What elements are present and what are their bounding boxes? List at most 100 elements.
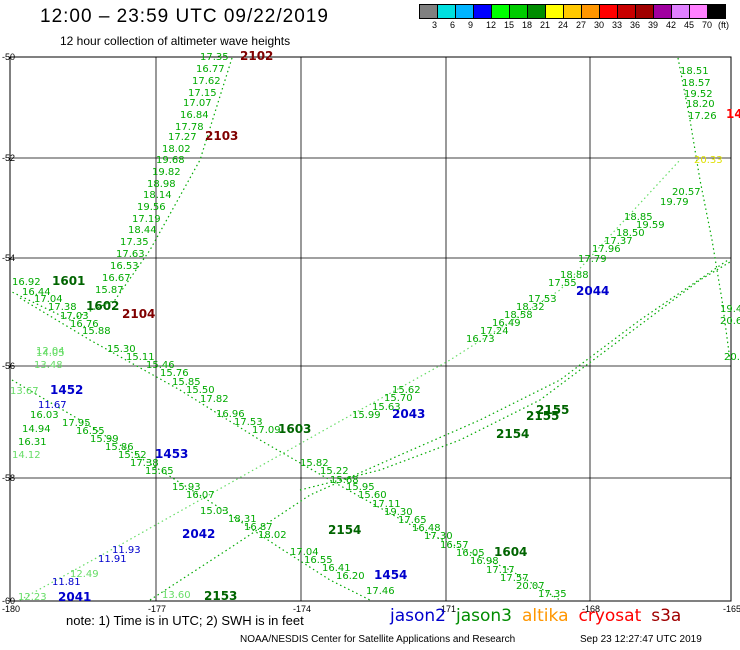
satellite-track bbox=[19, 297, 561, 601]
wave-height-value: 15.03 bbox=[200, 506, 229, 517]
wave-height-value: 16.87 bbox=[244, 522, 273, 533]
wave-height-value: 17.30 bbox=[424, 531, 453, 542]
wave-height-value: 17.82 bbox=[200, 394, 229, 405]
pass-time-label: 2153 bbox=[204, 589, 237, 603]
wave-height-value: 17.79 bbox=[578, 254, 607, 265]
footer-note: note: 1) Time is in UTC; 2) SWH is in fe… bbox=[66, 613, 304, 628]
lon-tick-label: -174 bbox=[293, 604, 311, 614]
wave-height-value: 17.38 bbox=[130, 458, 159, 469]
pass-time-label: 1453 bbox=[155, 447, 188, 461]
wave-height-value: 13.48 bbox=[34, 360, 63, 371]
legend-label: 33 bbox=[612, 20, 623, 30]
wave-height-value: 17.03 bbox=[60, 311, 89, 322]
wave-height-value: 17.15 bbox=[188, 88, 217, 99]
wave-height-value: 18.88 bbox=[560, 270, 589, 281]
lat-tick-label: -60 bbox=[2, 596, 15, 606]
satellite-tracks bbox=[11, 57, 731, 601]
pass-time-label: 1454 bbox=[374, 568, 407, 582]
wave-height-value: 15.60 bbox=[358, 490, 387, 501]
wave-height-value: 13.67 bbox=[10, 386, 39, 397]
wave-height-value: 19.30 bbox=[384, 507, 413, 518]
color-legend: 3 6 9 12 15 18 21 24 27 30 33 36 39 42 45 70 (ft) bbox=[419, 4, 740, 33]
lat-lon-grid bbox=[10, 57, 731, 601]
wave-height-value: 15.95 bbox=[346, 482, 375, 493]
wave-height-value: 15.52 bbox=[118, 450, 147, 461]
wave-height-value: 17.55 bbox=[548, 278, 577, 289]
pass-time-label: 2042 bbox=[182, 527, 215, 541]
satellite-name-cryosat: cryosat bbox=[578, 606, 642, 626]
wave-height-value: 15.11 bbox=[126, 352, 155, 363]
wave-height-value: 19.82 bbox=[152, 167, 181, 178]
wave-height-value: 16.53 bbox=[110, 261, 139, 272]
wave-height-value: 18.02 bbox=[258, 530, 287, 541]
wave-height-value: 19.52 bbox=[684, 89, 713, 100]
wave-height-value: 11.81 bbox=[52, 577, 81, 588]
wave-height-value: 17.53 bbox=[528, 294, 557, 305]
lon-tick-label: -180 bbox=[2, 604, 20, 614]
wave-height-value: 19.56 bbox=[137, 202, 166, 213]
legend-label: 42 bbox=[666, 20, 677, 30]
pass-time-label: 2043 bbox=[392, 407, 425, 421]
wave-height-value: 20. bbox=[724, 352, 740, 363]
wave-height-value: 16.55 bbox=[76, 426, 105, 437]
satellite-track bbox=[11, 379, 371, 601]
wave-height-value: 17.17 bbox=[486, 565, 515, 576]
pass-time-label: 2102 bbox=[240, 49, 273, 63]
wave-height-value: 16.05 bbox=[456, 548, 485, 559]
wave-height-value: 16.55 bbox=[304, 555, 333, 566]
lat-tick-label: -56 bbox=[2, 361, 15, 371]
wave-height-value: 18.02 bbox=[162, 144, 191, 155]
wave-height-value: 15.63 bbox=[372, 402, 401, 413]
wave-height-value: 17.24 bbox=[480, 326, 509, 337]
legend-label: 3 bbox=[432, 20, 438, 30]
wave-height-value: 16.96 bbox=[216, 409, 245, 420]
wave-height-value: 15.22 bbox=[320, 466, 349, 477]
pass-time-label: 2041 bbox=[58, 590, 91, 604]
wave-height-value: 17.35 bbox=[200, 52, 229, 63]
legend-label: 30 bbox=[594, 20, 605, 30]
pass-time-label: 2044 bbox=[576, 284, 609, 298]
pass-time-label: 1452 bbox=[50, 383, 83, 397]
satellite-name-altika: altika bbox=[522, 606, 569, 626]
wave-height-value: 16.44 bbox=[22, 287, 51, 298]
pass-time-label: 14 bbox=[726, 107, 740, 121]
wave-height-value: 18.51 bbox=[680, 66, 709, 77]
wave-height-value: 17.35 bbox=[538, 589, 567, 600]
lon-tick-label: -177 bbox=[148, 604, 166, 614]
wave-height-value: 15.93 bbox=[172, 482, 201, 493]
legend-label: 45 bbox=[684, 20, 695, 30]
wave-height-value: 15.88 bbox=[82, 326, 111, 337]
legend-label: 15 bbox=[504, 20, 515, 30]
wave-height-value: 20.57 bbox=[672, 187, 701, 198]
map-title: 12:00 – 23:59 UTC 09/22/2019 bbox=[40, 6, 329, 27]
legend-label: 6 bbox=[450, 20, 456, 30]
wave-height-value: 17.46 bbox=[366, 586, 395, 597]
legend-label: 24 bbox=[558, 20, 569, 30]
legend-label: 21 bbox=[540, 20, 551, 30]
lat-tick-label: -58 bbox=[2, 473, 15, 483]
wave-height-value: 18.85 bbox=[624, 212, 653, 223]
satellite-name-s3a: s3a bbox=[651, 606, 682, 626]
footer-credit: NOAA/NESDIS Center for Satellite Applica… bbox=[240, 634, 516, 645]
wave-height-value: 16.48 bbox=[412, 523, 441, 534]
wave-height-value: 19.4 bbox=[720, 304, 740, 315]
wave-height-value: 11.67 bbox=[38, 400, 67, 411]
wave-height-value: 16.98 bbox=[470, 556, 499, 567]
wave-height-value: 18.31 bbox=[228, 514, 257, 525]
legend-label: 9 bbox=[468, 20, 474, 30]
wave-height-value: 16.03 bbox=[30, 410, 59, 421]
legend-label: 27 bbox=[576, 20, 587, 30]
wave-height-value: 20.33 bbox=[694, 155, 723, 166]
legend-label: 36 bbox=[630, 20, 641, 30]
wave-height-value: 17.37 bbox=[604, 236, 633, 247]
wave-height-value: 20.6 bbox=[720, 316, 740, 327]
wave-height-value: 17.63 bbox=[116, 249, 145, 260]
pass-time-label: 2154 bbox=[496, 427, 529, 441]
satellite-track bbox=[299, 261, 731, 491]
wave-height-value: 17.65 bbox=[398, 515, 427, 526]
wave-height-value: 16.31 bbox=[18, 437, 47, 448]
wave-height-value: 13.60 bbox=[162, 590, 191, 601]
wave-height-value: 16.41 bbox=[322, 563, 351, 574]
wave-height-value: 15.99 bbox=[352, 410, 381, 421]
legend-label: 70 bbox=[702, 20, 713, 30]
